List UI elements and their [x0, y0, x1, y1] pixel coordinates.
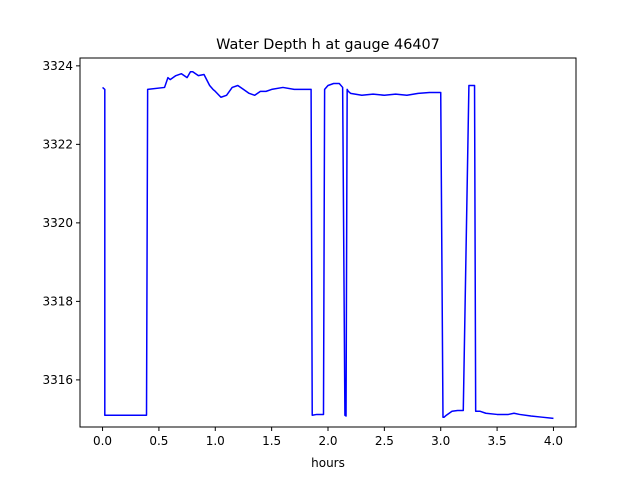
- y-axis: 3316 3318 3320 3322 3324: [42, 59, 80, 387]
- y-tick-label: 3324: [42, 59, 73, 73]
- x-tick-label: 3.5: [488, 434, 507, 448]
- x-tick-label: 0.5: [149, 434, 168, 448]
- x-tick-label: 1.0: [206, 434, 225, 448]
- x-axis-label: hours: [311, 456, 345, 470]
- y-tick-label: 3316: [42, 373, 73, 387]
- x-tick-label: 2.0: [318, 434, 337, 448]
- series-line: [102, 70, 554, 420]
- y-tick-label: 3318: [42, 294, 73, 308]
- x-tick-label: 3.0: [431, 434, 450, 448]
- x-axis: 0.0 0.5 1.0 1.5 2.0 2.5 3.0 3.5 4.0: [93, 427, 563, 448]
- x-tick-label: 0.0: [93, 434, 112, 448]
- series-layer: [102, 70, 554, 420]
- y-tick-label: 3322: [42, 137, 73, 151]
- x-tick-label: 2.5: [375, 434, 394, 448]
- x-tick-label: 4.0: [544, 434, 563, 448]
- y-tick-label: 3320: [42, 216, 73, 230]
- chart-title: Water Depth h at gauge 46407: [216, 37, 440, 53]
- x-tick-label: 1.5: [262, 434, 281, 448]
